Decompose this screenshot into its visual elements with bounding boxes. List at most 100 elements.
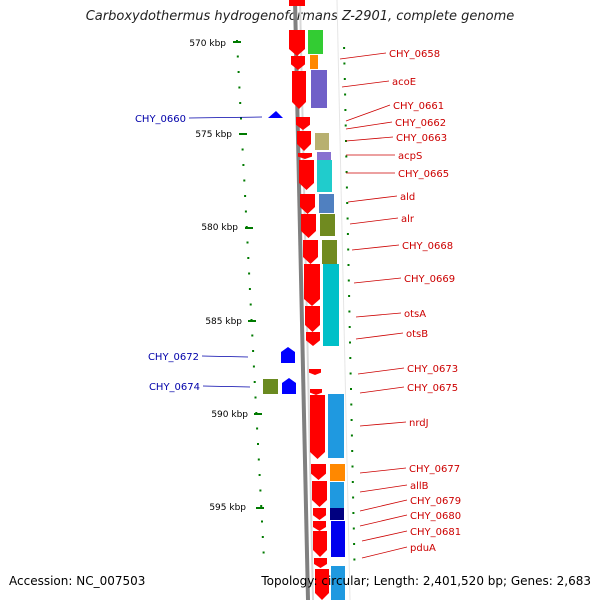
tick-dot [345, 171, 348, 173]
category-bar [320, 214, 335, 236]
tick-dot [345, 155, 348, 158]
tick-dot [350, 434, 353, 437]
scale-label-590: 590 kbp [211, 410, 248, 420]
forward-gene-arrow [310, 389, 322, 395]
category-bars [308, 30, 345, 600]
reverse-gene-label: CHY_0672 [148, 352, 199, 363]
tick-dot [244, 195, 247, 197]
category-bar [308, 30, 323, 54]
category-bar [330, 464, 345, 481]
tick-dot [254, 396, 257, 399]
tick-dot [349, 357, 352, 359]
forward-gene-label: ald [400, 192, 415, 203]
forward-gene-arrow [311, 464, 326, 480]
category-bar [331, 566, 345, 600]
category-bar [310, 55, 318, 69]
forward-gene-label: CHY_0662 [395, 118, 446, 129]
tick-dot [242, 164, 245, 166]
major-tick [245, 227, 253, 229]
category-bar [319, 194, 334, 213]
tick-dot [249, 303, 252, 306]
forward-label-leader [345, 136, 394, 142]
forward-gene-arrow [296, 117, 310, 130]
forward-gene-label: CHY_0677 [409, 464, 460, 475]
gene-features [263, 0, 329, 600]
tick-dot [352, 496, 355, 499]
tick-dot [253, 381, 256, 383]
scale-label-570: 570 kbp [189, 39, 226, 49]
tick-dot [261, 536, 264, 538]
category-bar [330, 482, 344, 508]
tick-dot [343, 62, 346, 65]
forward-gene-arrow [289, 0, 305, 6]
forward-gene-arrow [305, 306, 320, 332]
tick-dot [350, 388, 352, 390]
forward-gene-arrow [310, 395, 325, 459]
tick-dot [252, 350, 255, 352]
major-tick [233, 41, 241, 43]
category-bar [330, 508, 344, 520]
forward-gene-arrow [312, 481, 327, 507]
tick-dot [349, 372, 352, 375]
tick-dot [241, 148, 244, 151]
forward-label-leader [345, 121, 393, 130]
forward-label-leader [341, 80, 390, 88]
tick-dot [248, 272, 251, 275]
forward-label-leader [359, 421, 407, 427]
gene-labels: CHY_0658 acoE CHY_0661 CHY_0662 CHY_0663 acpS… [135, 49, 461, 554]
tick-dot [344, 124, 347, 127]
tick-dot [236, 55, 239, 58]
forward-label-leader [359, 499, 408, 512]
forward-gene-label: nrdJ [409, 418, 429, 429]
forward-gene-arrow [304, 264, 320, 306]
forward-label-leader [355, 312, 402, 318]
major-tick [256, 507, 264, 509]
scale-label-580: 580 kbp [201, 223, 238, 233]
forward-label-leader [351, 244, 400, 251]
tick-dot [246, 241, 249, 244]
forward-gene-label: CHY_0665 [398, 169, 449, 180]
topology-text: Topology: circular; Length: 2,401,520 bp… [261, 574, 591, 588]
forward-gene-label: CHY_0679 [410, 496, 461, 507]
forward-gene-arrow [291, 56, 305, 70]
scale-label-585: 585 kbp [205, 317, 242, 327]
tick-dot [343, 78, 346, 80]
reverse-label-leader [202, 385, 251, 388]
forward-gene-arrow [289, 30, 305, 56]
forward-label-leader [339, 52, 387, 60]
reverse-gene-label: CHY_0674 [149, 382, 200, 393]
tick-dot [343, 47, 346, 49]
forward-gene-arrow [309, 369, 321, 375]
tick-dot [239, 102, 242, 104]
tick-dot [351, 450, 354, 452]
forward-label-leader [347, 195, 398, 203]
accession-text: Accession: NC_007503 [9, 574, 146, 588]
tick-dot [237, 71, 240, 73]
tick-dot [260, 505, 263, 507]
forward-gene-arrow [292, 71, 306, 109]
tick-dot [351, 481, 354, 483]
tick-dot [347, 248, 350, 251]
category-bar [311, 70, 327, 108]
forward-label-leader [361, 530, 408, 542]
tick-dot [252, 365, 255, 368]
category-bar [317, 152, 331, 160]
category-bar [317, 160, 332, 192]
tick-dot [244, 210, 247, 213]
forward-gene-label: CHY_0673 [407, 364, 458, 375]
forward-label-leader [359, 386, 405, 394]
forward-gene-label: CHY_0681 [410, 527, 461, 538]
scale-label-595: 595 kbp [209, 503, 246, 513]
forward-gene-label: CHY_0658 [389, 49, 440, 60]
category-bar [328, 394, 344, 458]
reverse-gene-label: CHY_0660 [135, 114, 186, 125]
tick-dot [352, 527, 355, 530]
forward-gene-label: alr [401, 214, 415, 225]
forward-gene-arrow [315, 569, 329, 600]
forward-gene-arrow [300, 194, 315, 214]
scale-labels: 570 kbp 575 kbp 580 kbp 585 kbp 590 kbp … [189, 39, 248, 513]
forward-label-leader [361, 546, 408, 559]
category-bar [322, 240, 337, 264]
forward-gene-label: allB [410, 481, 429, 492]
